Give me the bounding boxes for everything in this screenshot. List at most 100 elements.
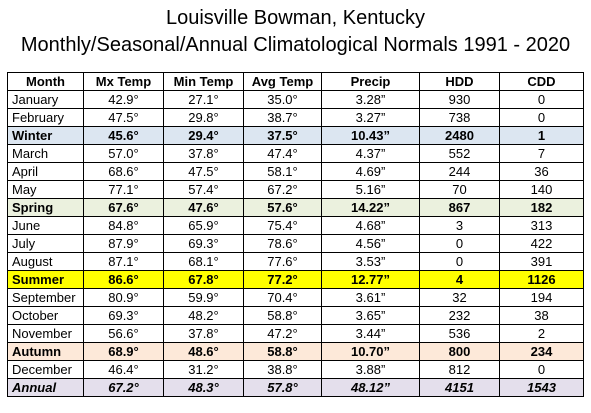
cell-min-temp: 48.2°: [163, 306, 244, 325]
cell-avg-temp: 70.4°: [243, 288, 322, 307]
cell-max-temp: 87.9°: [83, 234, 164, 253]
cell-month: September: [7, 288, 84, 307]
cell-precip: 3.61”: [321, 288, 420, 307]
cell-hdd: 738: [419, 108, 500, 127]
cell-month: May: [7, 180, 84, 199]
cell-month: Winter: [7, 126, 84, 145]
cell-hdd: 4: [419, 270, 500, 289]
cell-hdd: 800: [419, 342, 500, 361]
cell-month: October: [7, 306, 84, 325]
cell-avg-temp: 37.5°: [243, 126, 322, 145]
cell-cdd: 36: [499, 162, 584, 181]
cell-month: August: [7, 252, 84, 271]
cell-min-temp: 47.6°: [163, 198, 244, 217]
cell-max-temp: 68.9°: [83, 342, 164, 361]
cell-hdd: 70: [419, 180, 500, 199]
cell-cdd: 182: [499, 198, 584, 217]
cell-precip: 3.65”: [321, 306, 420, 325]
cell-min-temp: 48.3°: [163, 378, 244, 397]
cell-avg-temp: 77.2°: [243, 270, 322, 289]
cell-month: Annual: [7, 378, 84, 397]
cell-cdd: 0: [499, 90, 584, 109]
cell-precip: 10.43”: [321, 126, 420, 145]
table-header-row: Month Mx Temp Min Temp Avg Temp Precip H…: [7, 72, 584, 91]
cell-month: June: [7, 216, 84, 235]
cell-max-temp: 56.6°: [83, 324, 164, 343]
cell-precip: 3.53”: [321, 252, 420, 271]
cell-avg-temp: 38.8°: [243, 360, 322, 379]
cell-min-temp: 29.4°: [163, 126, 244, 145]
table-row: May 77.1° 57.4° 67.2° 5.16” 70 140: [7, 180, 584, 199]
cell-min-temp: 48.6°: [163, 342, 244, 361]
cell-cdd: 422: [499, 234, 584, 253]
cell-hdd: 232: [419, 306, 500, 325]
cell-min-temp: 47.5°: [163, 162, 244, 181]
cell-month: July: [7, 234, 84, 253]
cell-precip: 3.28”: [321, 90, 420, 109]
cell-precip: 10.70”: [321, 342, 420, 361]
cell-max-temp: 77.1°: [83, 180, 164, 199]
cell-precip: 14.22”: [321, 198, 420, 217]
table-row: March 57.0° 37.8° 47.4° 4.37” 552 7: [7, 144, 584, 163]
cell-hdd: 0: [419, 234, 500, 253]
cell-avg-temp: 77.6°: [243, 252, 322, 271]
cell-hdd: 812: [419, 360, 500, 379]
cell-max-temp: 68.6°: [83, 162, 164, 181]
header-avg-temp: Avg Temp: [243, 72, 322, 91]
header-hdd: HDD: [419, 72, 500, 91]
cell-cdd: 0: [499, 360, 584, 379]
cell-min-temp: 68.1°: [163, 252, 244, 271]
climate-normals-table: Month Mx Temp Min Temp Avg Temp Precip H…: [7, 72, 584, 397]
cell-max-temp: 86.6°: [83, 270, 164, 289]
cell-month: December: [7, 360, 84, 379]
page-subtitle: Monthly/Seasonal/Annual Climatological N…: [20, 34, 571, 56]
table-row: January 42.9° 27.1° 35.0° 3.28” 930 0: [7, 90, 584, 109]
cell-precip: 4.37”: [321, 144, 420, 163]
cell-month: January: [7, 90, 84, 109]
cell-hdd: 536: [419, 324, 500, 343]
cell-min-temp: 37.8°: [163, 144, 244, 163]
table-row: June 84.8° 65.9° 75.4° 4.68” 3 313: [7, 216, 584, 235]
cell-cdd: 2: [499, 324, 584, 343]
cell-hdd: 930: [419, 90, 500, 109]
cell-cdd: 140: [499, 180, 584, 199]
cell-avg-temp: 58.8°: [243, 306, 322, 325]
cell-max-temp: 69.3°: [83, 306, 164, 325]
cell-cdd: 38: [499, 306, 584, 325]
cell-max-temp: 67.2°: [83, 378, 164, 397]
cell-min-temp: 37.8°: [163, 324, 244, 343]
cell-hdd: 3: [419, 216, 500, 235]
table-row: Winter 45.6° 29.4° 37.5° 10.43” 2480 1: [7, 126, 584, 145]
cell-max-temp: 87.1°: [83, 252, 164, 271]
cell-max-temp: 45.6°: [83, 126, 164, 145]
cell-precip: 4.68”: [321, 216, 420, 235]
cell-precip: 3.88”: [321, 360, 420, 379]
cell-month: Summer: [7, 270, 84, 289]
cell-hdd: 552: [419, 144, 500, 163]
cell-avg-temp: 58.1°: [243, 162, 322, 181]
cell-cdd: 313: [499, 216, 584, 235]
cell-cdd: 1543: [499, 378, 584, 397]
table-row: November 56.6° 37.8° 47.2° 3.44” 536 2: [7, 324, 584, 343]
cell-max-temp: 80.9°: [83, 288, 164, 307]
cell-cdd: 194: [499, 288, 584, 307]
cell-month: April: [7, 162, 84, 181]
cell-min-temp: 67.8°: [163, 270, 244, 289]
table-row: Summer 86.6° 67.8° 77.2° 12.77” 4 1126: [7, 270, 584, 289]
cell-avg-temp: 47.2°: [243, 324, 322, 343]
header-month: Month: [7, 72, 84, 91]
cell-month: Spring: [7, 198, 84, 217]
cell-precip: 12.77”: [321, 270, 420, 289]
header-max-temp: Mx Temp: [83, 72, 164, 91]
cell-hdd: 2480: [419, 126, 500, 145]
cell-precip: 48.12”: [321, 378, 420, 397]
cell-avg-temp: 78.6°: [243, 234, 322, 253]
cell-max-temp: 57.0°: [83, 144, 164, 163]
cell-hdd: 0: [419, 252, 500, 271]
cell-month: March: [7, 144, 84, 163]
cell-month: November: [7, 324, 84, 343]
cell-min-temp: 31.2°: [163, 360, 244, 379]
cell-cdd: 234: [499, 342, 584, 361]
cell-avg-temp: 38.7°: [243, 108, 322, 127]
cell-avg-temp: 67.2°: [243, 180, 322, 199]
